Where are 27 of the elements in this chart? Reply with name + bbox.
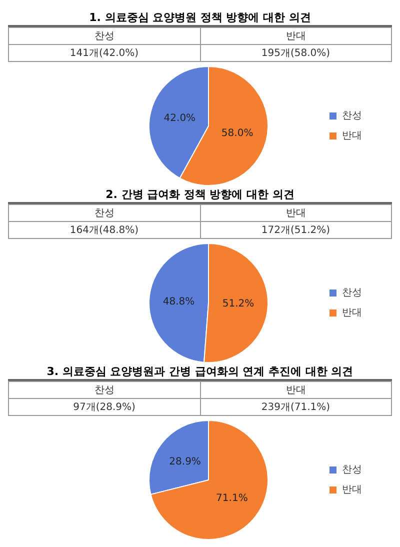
text: 97개(28.9%)	[8, 398, 200, 416]
data-label: 51.2%	[222, 298, 254, 310]
category-label: 찬성	[94, 385, 114, 396]
text: 164개(48.8%)	[8, 222, 200, 238]
category-label: 찬성	[94, 208, 114, 219]
text: 141개(42.0%)	[8, 44, 200, 62]
category-label: 찬성	[94, 31, 114, 42]
data-label: 48.8%	[162, 296, 195, 308]
data-label: 58.0%	[221, 128, 254, 139]
legend-label: 찬성	[342, 464, 362, 476]
data-label: 42.0%	[164, 113, 196, 124]
legend-label: 반대	[342, 308, 362, 319]
legend-label: 반대	[342, 484, 362, 496]
legend-label: 반대	[342, 130, 362, 142]
text: 172개(51.2%)	[200, 222, 392, 238]
category-label: 반대	[286, 31, 306, 42]
data-label: 71.1%	[216, 492, 248, 504]
chart-title: 2. 간병 급여화 정책 방향에 대한 의견	[8, 185, 392, 204]
legend-label: 찬성	[342, 288, 362, 299]
legend-label: 찬성	[342, 110, 362, 122]
text: 239개(71.1%)	[200, 398, 392, 416]
chart-title: 1. 의료중심 요양병원 정책 방향에 대한 의견	[8, 8, 392, 27]
category-label: 반대	[286, 385, 306, 396]
chart-title: 3. 의료중심 요양병원과 간병 급여화의 연계 추진에 대한 의견	[8, 362, 392, 381]
category-label: 반대	[286, 208, 306, 219]
data-label: 28.9%	[169, 456, 201, 468]
text: 195개(58.0%)	[200, 44, 392, 62]
